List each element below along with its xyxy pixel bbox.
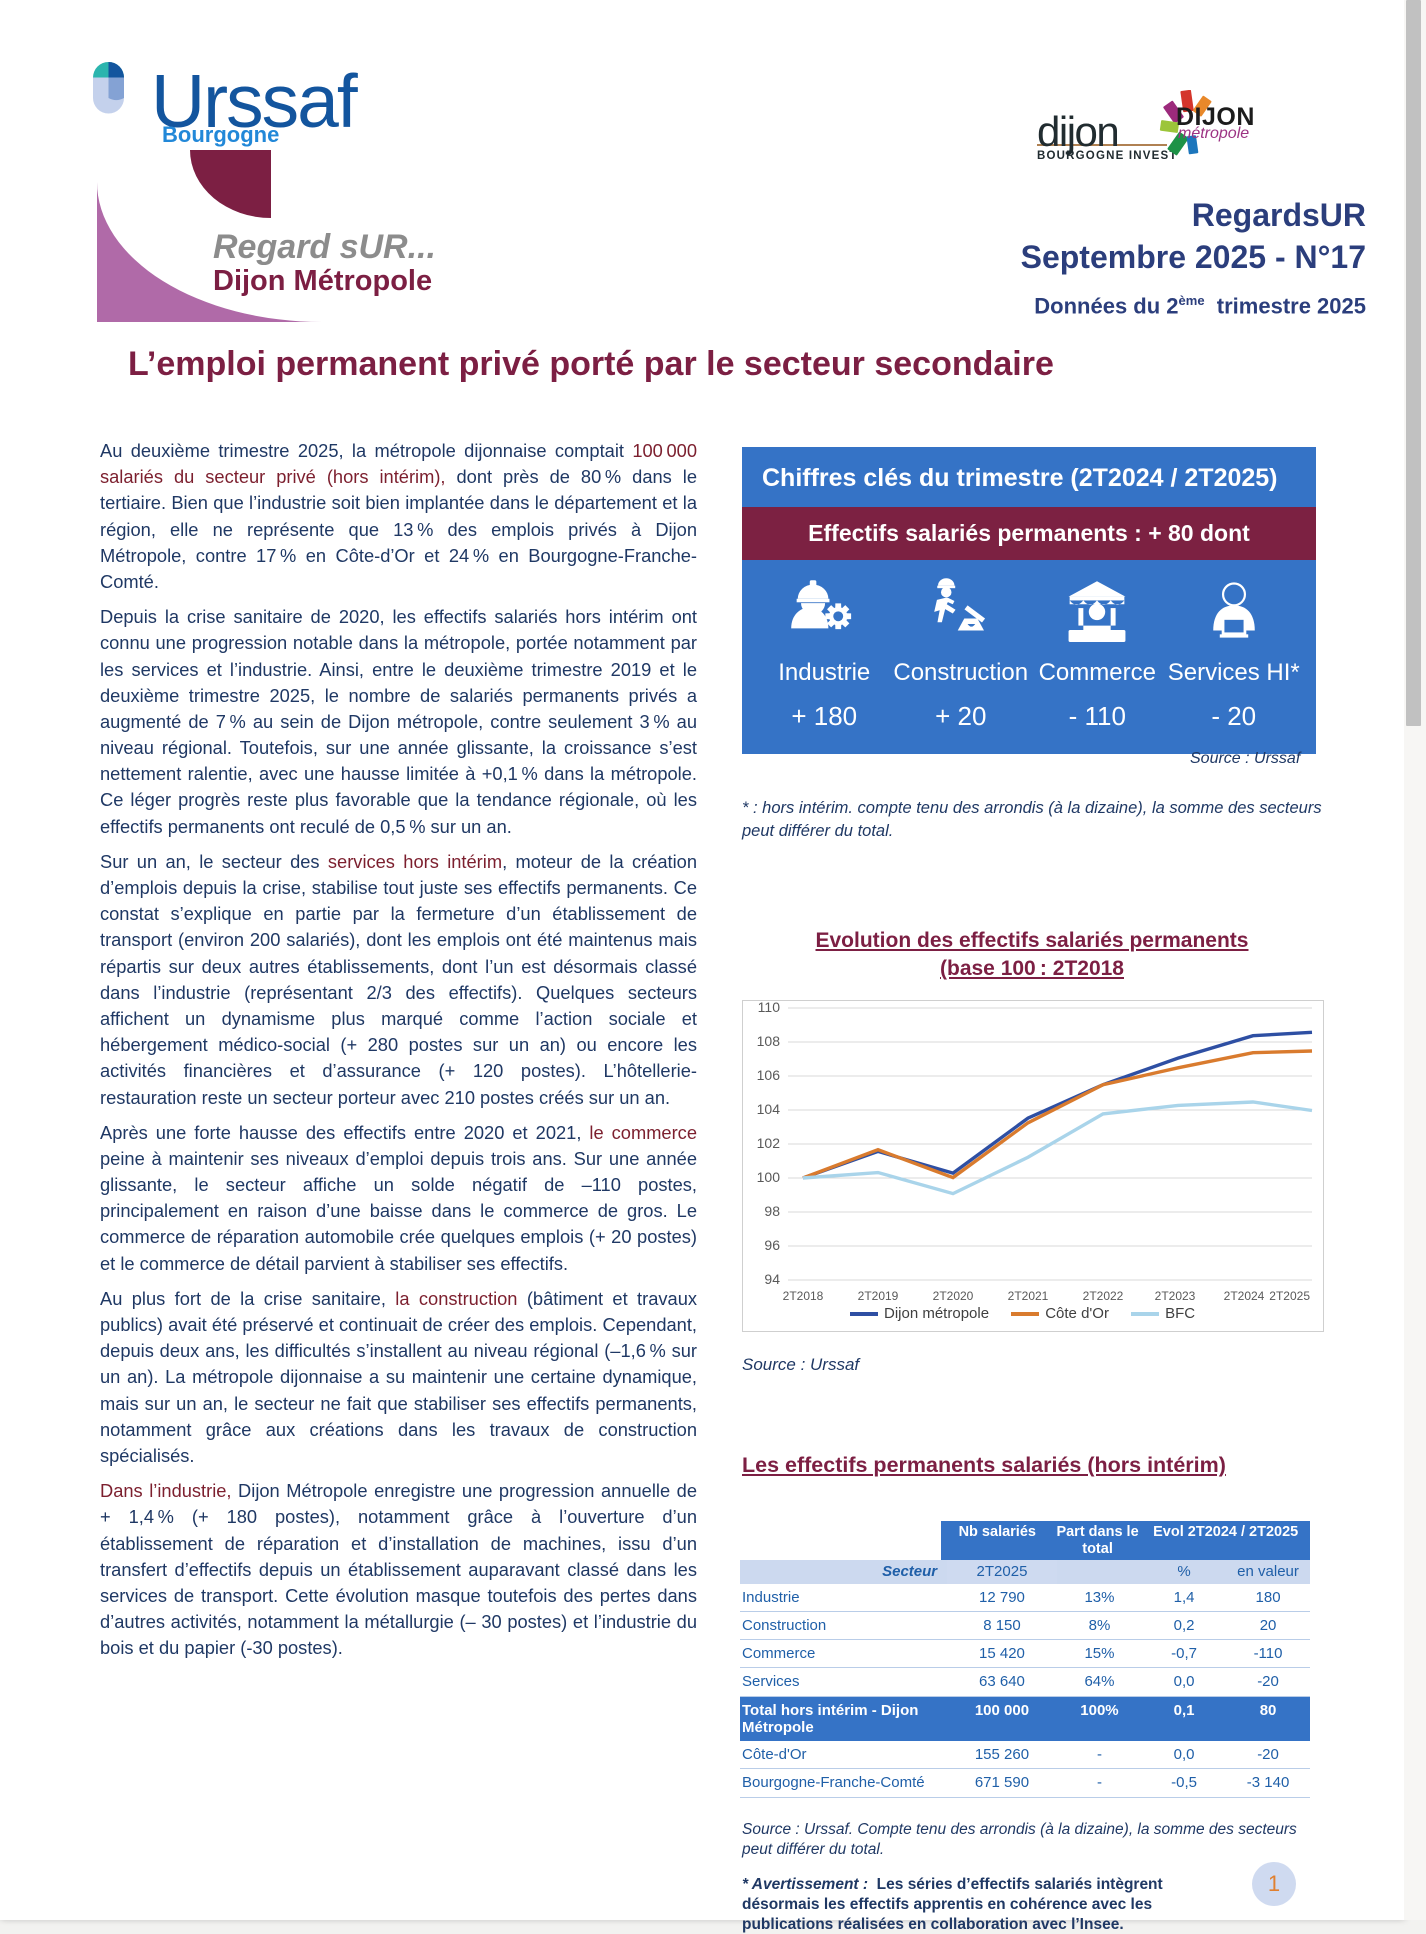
svg-text:2T2018: 2T2018 <box>783 1289 824 1303</box>
svg-text:2T2023: 2T2023 <box>1155 1289 1196 1303</box>
svg-text:102: 102 <box>757 1135 781 1151</box>
svg-text:2T2022: 2T2022 <box>1083 1289 1124 1303</box>
svg-text:2T2021: 2T2021 <box>1008 1289 1049 1303</box>
svg-text:106: 106 <box>757 1067 781 1083</box>
svg-text:2T2019: 2T2019 <box>858 1289 899 1303</box>
svg-text:2T2020: 2T2020 <box>933 1289 974 1303</box>
svg-text:98: 98 <box>764 1203 780 1219</box>
svg-text:110: 110 <box>758 1000 781 1015</box>
svg-text:2T2025: 2T2025 <box>1269 1289 1310 1303</box>
svg-text:2T2024: 2T2024 <box>1224 1289 1265 1303</box>
svg-text:108: 108 <box>757 1033 781 1049</box>
svg-text:96: 96 <box>764 1237 780 1253</box>
svg-text:104: 104 <box>757 1101 781 1117</box>
svg-text:100: 100 <box>757 1169 781 1185</box>
svg-text:94: 94 <box>764 1271 780 1287</box>
